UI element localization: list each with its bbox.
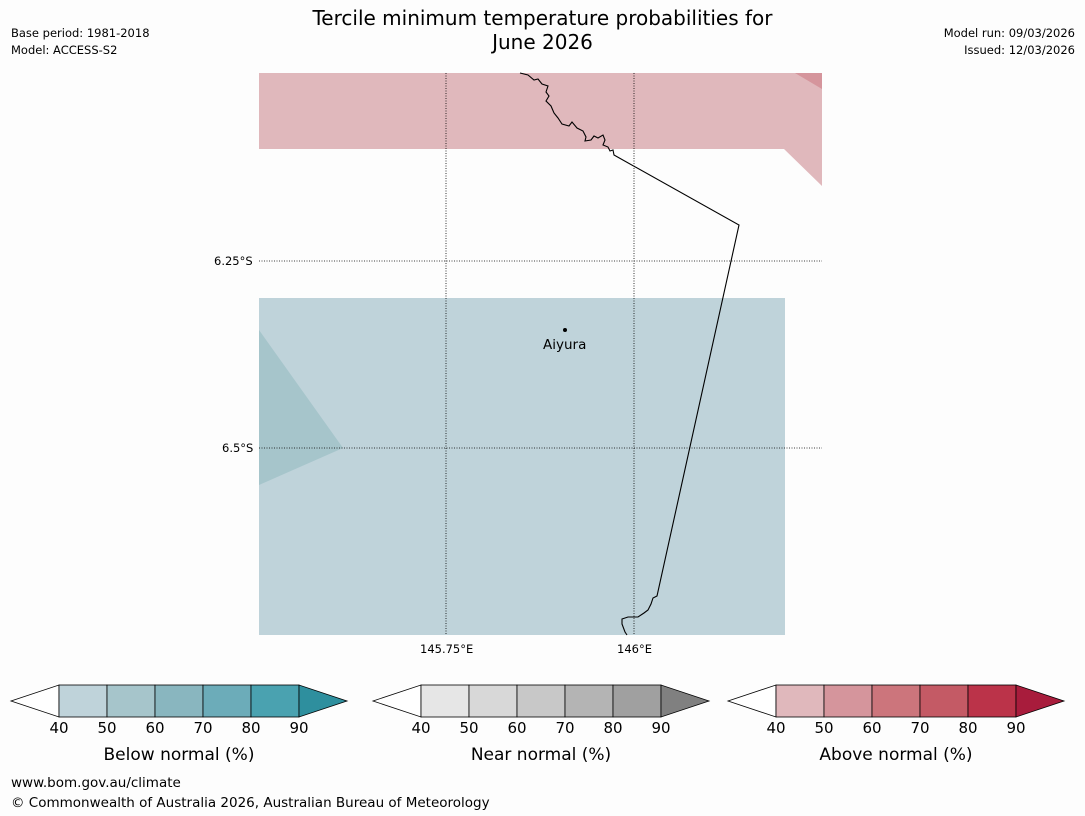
- header-left: Base period: 1981-2018 Model: ACCESS-S2: [11, 25, 150, 59]
- colorbar-label-above: Above normal (%): [819, 745, 973, 765]
- colorbar-arrow-high: [660, 684, 711, 718]
- colorbar-tick-label: 70: [910, 719, 930, 737]
- place-label-aiyura: Aiyura: [543, 337, 587, 353]
- colorbar-label-near: Near normal (%): [470, 745, 612, 765]
- colorbar-tick-label: 80: [958, 719, 978, 737]
- below-normal-region: [259, 298, 785, 635]
- issued-date: Issued: 12/03/2026: [964, 43, 1075, 57]
- colorbar-near-normal: [371, 684, 711, 718]
- colorbar-segment: [106, 684, 156, 718]
- above-normal-high-region: [795, 73, 822, 89]
- colorbar-arrow-low: [9, 684, 60, 718]
- colorbar-tick-label: 60: [507, 719, 527, 737]
- colorbar-segment: [871, 684, 921, 718]
- colorbar-arrow-low: [726, 684, 777, 718]
- colorbar-tick-label: 90: [289, 719, 309, 737]
- colorbar-tick-label: 90: [651, 719, 671, 737]
- colorbar-tick-label: 50: [814, 719, 834, 737]
- colorbar-arrow-high: [298, 684, 349, 718]
- colorbar-segment: [967, 684, 1017, 718]
- colorbar-tick-label: 80: [603, 719, 623, 737]
- colorbar-segment: [58, 684, 108, 718]
- colorbar-segment: [612, 684, 662, 718]
- colorbar-segment: [919, 684, 969, 718]
- colorbar-tick-label: 60: [145, 719, 165, 737]
- colorbar-tick-label: 50: [459, 719, 479, 737]
- lat-label-6-5: 6.5°S: [222, 441, 254, 455]
- model-run: Model run: 09/03/2026: [943, 26, 1075, 40]
- colorbar-below-normal: [9, 684, 349, 718]
- colorbar-segment: [420, 684, 470, 718]
- colorbar-tick-label: 70: [193, 719, 213, 737]
- footer: www.bom.gov.au/climate © Commonwealth of…: [11, 773, 490, 813]
- page-title: Tercile minimum temperature probabilitie…: [0, 6, 1085, 54]
- colorbar-tick-label: 90: [1006, 719, 1026, 737]
- colorbar-tick-label: 40: [411, 719, 431, 737]
- colorbar-segment: [154, 684, 204, 718]
- footer-copyright: © Commonwealth of Australia 2026, Austra…: [11, 795, 490, 811]
- model-name: Model: ACCESS-S2: [11, 43, 118, 57]
- lon-label-146: 146°E: [617, 642, 652, 656]
- colorbar-label-below: Below normal (%): [103, 745, 255, 765]
- footer-url[interactable]: www.bom.gov.au/climate: [11, 775, 181, 791]
- colorbars: [9, 684, 1066, 718]
- aiyura-marker: [563, 328, 567, 332]
- border-line: [519, 72, 740, 636]
- title-line-2: June 2026: [492, 30, 593, 54]
- colorbar-tick-label: 40: [766, 719, 786, 737]
- colorbar-segment: [516, 684, 566, 718]
- colorbar-tick-label: 50: [97, 719, 117, 737]
- colorbar-segment: [250, 684, 300, 718]
- colorbar-segment: [775, 684, 825, 718]
- below-normal-high-region: [259, 330, 343, 485]
- colorbar-arrow-low: [371, 684, 422, 718]
- colorbar-segment: [564, 684, 614, 718]
- above-normal-region: [259, 73, 822, 186]
- colorbar-tick-label: 80: [241, 719, 261, 737]
- lat-label-6-25: 6.25°S: [214, 254, 253, 268]
- base-period: Base period: 1981-2018: [11, 26, 150, 40]
- header-right: Model run: 09/03/2026 Issued: 12/03/2026: [944, 25, 1075, 59]
- colorbar-tick-label: 70: [555, 719, 575, 737]
- colorbar-above-normal: [726, 684, 1066, 718]
- colorbar-segment: [202, 684, 252, 718]
- colorbar-segment: [823, 684, 873, 718]
- lon-label-145-75: 145.75°E: [420, 642, 474, 656]
- colorbar-arrow-high: [1015, 684, 1066, 718]
- colorbar-tick-label: 40: [49, 719, 69, 737]
- colorbar-segment: [468, 684, 518, 718]
- colorbar-tick-label: 60: [862, 719, 882, 737]
- title-line-1: Tercile minimum temperature probabilitie…: [312, 6, 773, 30]
